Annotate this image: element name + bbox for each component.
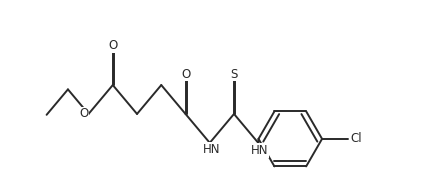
Text: HN: HN xyxy=(203,143,220,156)
Text: Cl: Cl xyxy=(351,132,362,145)
Text: O: O xyxy=(108,39,117,52)
Text: S: S xyxy=(230,68,238,80)
Text: HN: HN xyxy=(250,144,268,157)
Text: O: O xyxy=(181,68,190,80)
Text: O: O xyxy=(79,107,88,120)
